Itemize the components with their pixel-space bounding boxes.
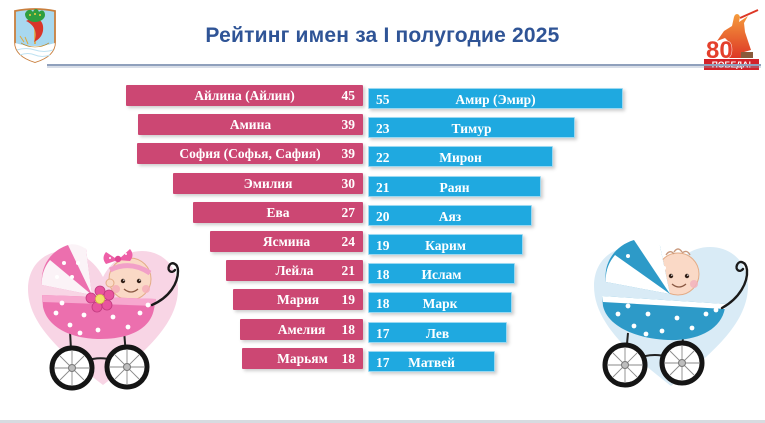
carriage-wheel	[104, 344, 150, 390]
girl-name-bar-row: Марьям 18	[242, 348, 363, 369]
boy-name-value-label: 20	[376, 209, 390, 224]
girl-name-bar-row: Эмилия 30	[173, 173, 363, 194]
boy-name-bar-row: Матвей 17	[368, 351, 495, 372]
girl-name-bar-row: Амелия 18	[240, 319, 363, 340]
pink-baby-girl-carriage-illustration	[28, 244, 180, 391]
boy-name-value-label: 18	[376, 267, 390, 282]
girl-name-bar-row: Лейла 21	[226, 260, 363, 281]
carriage-wheel	[602, 342, 648, 388]
hair-bow	[103, 249, 133, 264]
boy-name-value-label: 21	[376, 180, 390, 195]
carriage-body	[602, 296, 726, 341]
boy-name-bar-row: Аяз 20	[368, 205, 532, 226]
girl-name-name-label: Ева	[266, 205, 290, 220]
girl-name-value-label: 27	[341, 205, 356, 220]
boy-name-bar-row: Мирон 22	[368, 146, 553, 167]
blue-baby-boy-carriage-illustration	[594, 239, 749, 388]
girl-name-bar-row: Ева 27	[193, 202, 363, 223]
city-coat-of-arms-icon	[14, 8, 56, 63]
boy-name-value-label: 18	[376, 296, 390, 311]
girl-name-bar-row: Ясмина 24	[210, 231, 363, 252]
boy-name-bar-row: Лев 17	[368, 322, 507, 343]
carriage-wheel	[659, 340, 705, 386]
boy-name-bar-row: Ислам 18	[368, 263, 515, 284]
boys-names-bar-chart: Амир (Эмир) 55 Тимур 23 Мирон 22 Раян 21 Аяз 20 Ка…	[368, 88, 765, 388]
boy-name-name-label: Марк	[422, 296, 458, 311]
girl-name-name-label: Лейла	[275, 263, 314, 278]
title-divider	[47, 64, 761, 66]
girl-name-value-label: 39	[341, 146, 356, 161]
girl-name-value-label: 19	[341, 292, 356, 307]
boy-name-name-label: Амир (Эмир)	[455, 92, 536, 107]
motherland-statue-silhouette	[717, 9, 759, 58]
girl-name-value-label: 18	[341, 351, 356, 366]
boy-name-bar-row: Тимур 23	[368, 117, 575, 138]
boy-name-name-label: Лев	[425, 326, 450, 341]
girl-name-name-label: Амелия	[277, 322, 326, 337]
boy-name-value-label: 19	[376, 238, 390, 253]
boy-name-name-label: Мирон	[439, 150, 482, 165]
carriage-hood	[605, 239, 670, 294]
girl-name-name-label: Марьям	[277, 351, 328, 366]
boy-name-value-label: 17	[376, 326, 390, 341]
girl-name-value-label: 30	[341, 176, 356, 191]
girl-name-value-label: 39	[341, 117, 356, 132]
boy-name-name-label: Матвей	[408, 355, 455, 370]
girl-name-value-label: 18	[341, 322, 356, 337]
flower-decoration	[85, 285, 115, 313]
carriage-wheel	[49, 345, 95, 391]
boy-name-bar-row: Марк 18	[368, 292, 512, 313]
girl-name-name-label: Ясмина	[262, 234, 311, 249]
girls-names-bar-chart: Айлина (Айлин) 45 Амина 39 София (Софья, Саф…	[0, 85, 363, 385]
girl-name-bar-row: Амина 39	[138, 114, 363, 135]
girl-name-value-label: 45	[341, 88, 356, 103]
girl-name-name-label: Амина	[229, 117, 272, 132]
boy-name-value-label: 23	[376, 121, 390, 136]
boy-name-value-label: 22	[376, 150, 390, 165]
page-title: Рейтинг имен за I полугодие 2025	[205, 24, 560, 47]
girl-name-bar-row: Мария 19	[233, 289, 363, 310]
girl-name-bar-row: Айлина (Айлин) 45	[126, 85, 363, 106]
boy-name-name-label: Карим	[425, 238, 466, 253]
girl-name-name-label: София (Софья, Сафия)	[179, 146, 321, 161]
boy-name-value-label: 17	[376, 355, 390, 370]
boy-name-bar-row: Амир (Эмир) 55	[368, 88, 623, 109]
boy-name-name-label: Ислам	[421, 267, 462, 282]
boy-name-name-label: Раян	[439, 180, 470, 195]
girl-name-name-label: Эмилия	[243, 176, 293, 191]
baby-girl-face	[103, 249, 152, 301]
girl-name-name-label: Айлина (Айлин)	[194, 88, 295, 103]
boy-name-name-label: Аяз	[438, 209, 462, 224]
boy-name-name-label: Тимур	[451, 121, 492, 136]
carriage-handle	[720, 260, 749, 310]
carriage-hood	[41, 244, 92, 295]
boy-name-bar-row: Карим 19	[368, 234, 523, 255]
boy-name-value-label: 55	[376, 92, 390, 107]
girl-name-value-label: 21	[341, 263, 356, 278]
girl-name-name-label: Мария	[276, 292, 320, 307]
girl-name-value-label: 24	[341, 234, 356, 249]
carriage-handle	[150, 262, 180, 307]
girl-name-bar-row: София (Софья, Сафия) 39	[137, 143, 363, 164]
boy-name-bar-row: Раян 21	[368, 176, 541, 197]
